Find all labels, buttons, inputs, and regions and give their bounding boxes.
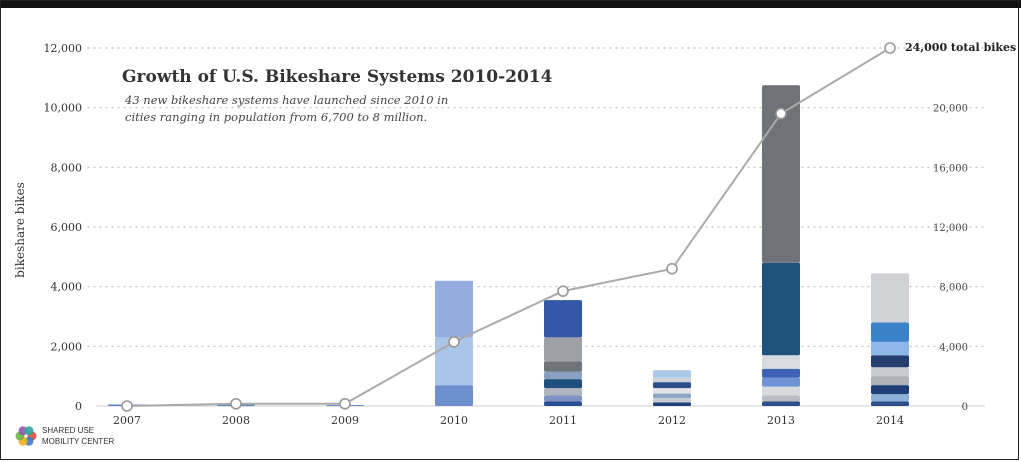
bar-segment-2011-6 xyxy=(544,337,582,362)
line-point-2014 xyxy=(884,42,896,54)
bar-segment-2013-1 xyxy=(762,395,800,402)
y2-tick-label-5: 20,000 xyxy=(933,104,968,115)
y-tick-label-3: 6,000 xyxy=(51,221,83,234)
bar-segment-2014-6 xyxy=(871,341,909,356)
bar-segment-2012-2 xyxy=(653,393,691,398)
x-tick-label-2009: 2009 xyxy=(331,414,359,427)
line-point-2009 xyxy=(339,397,351,410)
bar-segment-2012-5 xyxy=(653,377,691,383)
bar-segment-2011-0 xyxy=(544,401,582,406)
bar-segment-2013-4 xyxy=(762,368,800,378)
bar-segment-2013-0 xyxy=(762,401,800,406)
shared-use-mobility-logo: SHARED USE MOBILITY CENTER xyxy=(15,426,115,446)
bar-2013 xyxy=(762,85,800,406)
logo-text-line-1: SHARED USE xyxy=(42,426,94,435)
bar-segment-2014-1 xyxy=(871,394,909,402)
y-tick-label-0: 0 xyxy=(75,400,82,413)
line-point-2010 xyxy=(448,336,460,348)
line-point-2008 xyxy=(230,397,242,410)
bar-segment-2014-8 xyxy=(871,273,909,323)
bar-segment-2014-2 xyxy=(871,385,909,395)
logo-text-line-2: MOBILITY CENTER xyxy=(42,437,115,446)
bar-segment-2013-7 xyxy=(762,85,800,263)
bar-segment-2014-3 xyxy=(871,376,909,386)
y-tick-label-6: 12,000 xyxy=(44,42,83,55)
x-tick-label-2007: 2007 xyxy=(113,414,141,427)
line-point-2011 xyxy=(557,285,569,297)
y2-tick-label-0: 0 xyxy=(962,402,968,413)
x-tick-label-2012: 2012 xyxy=(658,414,686,427)
bar-segment-2011-4 xyxy=(544,371,582,380)
bar-2014 xyxy=(871,273,909,406)
bar-segment-2012-6 xyxy=(653,370,691,378)
stacked-bars xyxy=(108,85,909,406)
chart-subtitle-line-2: cities ranging in population from 6,700 … xyxy=(125,110,427,124)
y2-tick-label-3: 12,000 xyxy=(933,223,968,234)
bar-segment-2013-6 xyxy=(762,262,800,356)
bar-segment-2014-4 xyxy=(871,367,909,377)
bar-2011 xyxy=(544,300,582,406)
top-border xyxy=(0,0,1021,8)
y-tick-label-5: 10,000 xyxy=(44,102,83,115)
right-axis-ticks: 0 4,000 8,000 12,000 16,000 20,000 xyxy=(933,104,968,413)
x-tick-label-2014: 2014 xyxy=(876,414,904,427)
x-tick-label-2010: 2010 xyxy=(440,414,468,427)
logo-mark-icon xyxy=(15,426,37,446)
bar-segment-2011-5 xyxy=(544,361,582,372)
bar-segment-2012-4 xyxy=(653,382,691,389)
bar-segment-2010-2 xyxy=(435,280,473,338)
bar-segment-2012-0 xyxy=(653,402,691,406)
bar-segment-2012-3 xyxy=(653,388,691,394)
bar-segment-2010-1 xyxy=(435,337,473,386)
y-tick-label-1: 2,000 xyxy=(51,340,83,353)
x-tick-label-2008: 2008 xyxy=(222,414,250,427)
line-point-2007 xyxy=(121,400,133,412)
bar-segment-2013-3 xyxy=(762,377,800,387)
bar-segment-2013-5 xyxy=(762,355,800,369)
bar-segment-2014-0 xyxy=(871,401,909,406)
chart-subtitle-line-1: 43 new bikeshare systems have launched s… xyxy=(124,93,448,107)
bar-segment-2011-1 xyxy=(544,395,582,402)
line-point-2013 xyxy=(775,107,787,120)
bar-segment-2013-2 xyxy=(762,386,800,396)
x-tick-label-2011: 2011 xyxy=(549,414,577,427)
bar-segment-2011-2 xyxy=(544,388,582,396)
y-axis-label: bikeshare bikes xyxy=(13,182,27,278)
bar-segment-2012-1 xyxy=(653,397,691,403)
bar-segment-2011-7 xyxy=(544,300,582,338)
y2-tick-label-1: 4,000 xyxy=(939,342,968,353)
chart-title: Growth of U.S. Bikeshare Systems 2010-20… xyxy=(122,67,553,87)
line-end-label: 24,000 total bikes xyxy=(905,41,1016,54)
logo-dot-5 xyxy=(24,426,34,436)
bar-2010 xyxy=(435,280,473,406)
bar-segment-2014-5 xyxy=(871,355,909,368)
x-axis-ticks: 2007 2008 2009 2010 2011 2012 2013 2014 xyxy=(113,414,904,427)
y2-tick-label-4: 16,000 xyxy=(933,163,968,174)
y2-tick-label-2: 8,000 xyxy=(939,283,968,294)
bar-segment-2011-3 xyxy=(544,379,582,389)
x-tick-label-2013: 2013 xyxy=(767,414,795,427)
line-point-2012 xyxy=(666,262,678,275)
total-bikes-polyline xyxy=(126,47,891,407)
y-tick-label-2: 4,000 xyxy=(51,281,83,294)
bar-segment-2010-0 xyxy=(435,385,473,406)
bar-2012 xyxy=(653,370,691,406)
y-tick-label-4: 8,000 xyxy=(51,161,83,174)
bar-segment-2014-7 xyxy=(871,322,909,342)
left-axis-ticks: 0 2,000 4,000 6,000 8,000 10,000 12,000 xyxy=(44,42,83,413)
total-bikes-line xyxy=(121,42,896,412)
